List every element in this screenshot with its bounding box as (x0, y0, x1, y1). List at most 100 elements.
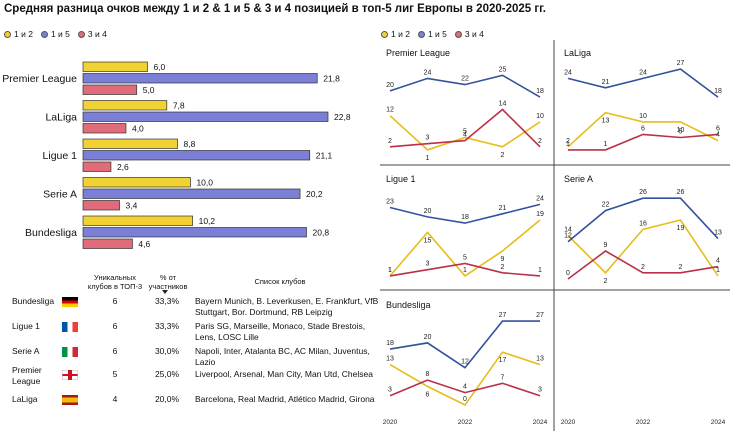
point-label: 2 (679, 264, 683, 271)
bar-category-label: Premier League (2, 73, 77, 85)
point-label: 19 (536, 211, 544, 218)
point-label: 18 (536, 88, 544, 95)
point-label: 25 (499, 66, 507, 73)
point-label: 14 (499, 101, 507, 108)
point-label: 18 (461, 214, 469, 221)
series-line-1-5 (389, 320, 540, 369)
point-label: 13 (714, 230, 722, 237)
point-label: 27 (677, 60, 685, 67)
flag-en-icon (62, 370, 78, 380)
series-line-1-2 (567, 111, 719, 148)
point-label: 22 (602, 202, 610, 209)
bar-1-2 (82, 100, 168, 111)
point-label: 26 (639, 189, 647, 196)
point-label: 16 (639, 220, 647, 227)
bar-category-label: LaLiga (45, 111, 77, 123)
point-label: 2 (501, 264, 505, 271)
series-line-1-5 (567, 68, 719, 98)
page-title: Средняя разница очков между 1 и 2 & 1 и … (4, 3, 546, 15)
line-chart-legend: 1 и 2 1 и 5 3 и 4 (381, 29, 484, 39)
point-label: 3 (426, 135, 430, 142)
bar-3-4 (82, 161, 112, 172)
unique-clubs-count: 5 (112, 369, 118, 379)
bar-category-label: Ligue 1 (43, 150, 78, 162)
point-label: 2 (388, 138, 392, 145)
percent-of-participants: 30,0% (154, 346, 180, 356)
point-label: 1 (463, 267, 467, 274)
league-name: LaLiga (12, 394, 38, 404)
percent-of-participants: 25,0% (154, 369, 180, 379)
bar-value-label: 21,8 (323, 74, 340, 84)
point-label: 4 (716, 132, 720, 139)
x-tick-label: 2024 (711, 419, 726, 426)
point-label: 0 (463, 396, 467, 403)
legend-item: 1 и 2 (4, 29, 33, 39)
series-line-3-4 (389, 108, 541, 148)
bar-value-label: 10,2 (199, 216, 216, 226)
point-label: 12 (564, 233, 572, 240)
point-label: 7 (501, 374, 505, 381)
bar-value-label: 8,8 (184, 139, 196, 149)
bar-1-5 (82, 150, 311, 161)
bar-category-label: Bundesliga (25, 227, 77, 239)
bar-category-label: Serie A (43, 188, 77, 200)
bar-value-label: 10,0 (196, 178, 213, 188)
legend-item: 1 и 5 (40, 29, 70, 39)
panel-title: Ligue 1 (386, 174, 416, 184)
legend-item: 3 и 4 (77, 29, 107, 39)
point-label: 23 (386, 199, 394, 206)
bar-1-2 (82, 215, 193, 226)
point-label: 27 (536, 312, 544, 319)
bar-1-5 (82, 73, 318, 84)
bar-value-label: 3,4 (126, 201, 138, 211)
table-header-count: Уникальных клубов в ТОП-3 (87, 273, 143, 291)
point-label: 13 (602, 118, 610, 125)
point-label: 20 (424, 334, 432, 341)
point-label: 24 (536, 195, 544, 202)
series-line-1-5 (389, 74, 541, 98)
point-label: 6 (641, 125, 645, 132)
panel-title: Serie A (564, 174, 593, 184)
bar-3-4 (82, 123, 127, 134)
point-label: 1 (716, 267, 720, 274)
point-label: 24 (564, 69, 572, 76)
point-label: 24 (424, 69, 432, 76)
bar-1-5 (82, 188, 301, 199)
point-label: 4 (716, 258, 720, 265)
point-label: 9 (604, 242, 608, 249)
unique-clubs-count: 6 (112, 346, 118, 356)
series-line-1-2 (389, 219, 541, 277)
series-line-3-4 (568, 133, 719, 151)
club-list: Paris SG, Marseille, Monaco, Stade Brest… (195, 321, 366, 342)
bar-3-4 (82, 200, 120, 211)
flag-cross-stroke (68, 370, 72, 380)
club-list: Liverpool, Arsenal, Man City, Man Utd, C… (195, 369, 373, 379)
point-label: 14 (564, 227, 572, 234)
club-list: Barcelona, Real Madrid, Atlético Madrid,… (195, 394, 375, 404)
percent-of-participants: 20,0% (154, 394, 180, 404)
flag-es-icon (62, 395, 78, 405)
point-label: 19 (677, 225, 685, 232)
point-label: 6 (716, 125, 720, 132)
unique-clubs-count: 6 (112, 296, 118, 306)
league-name: Serie A (12, 346, 40, 356)
bar-1-5 (82, 227, 307, 238)
point-label: 1 (388, 267, 392, 274)
point-label: 2 (501, 152, 505, 159)
point-label: 3 (388, 387, 392, 394)
legend-swatch (40, 30, 48, 38)
point-label: 12 (461, 359, 469, 366)
point-label: 2 (641, 264, 645, 271)
flag-fr-icon (62, 322, 78, 332)
percent-of-participants: 33,3% (154, 321, 180, 331)
sort-down-icon (162, 290, 168, 294)
point-label: 4 (463, 384, 467, 391)
bar-value-label: 6,0 (153, 62, 165, 72)
series-line-1-2 (389, 351, 541, 407)
bar-value-label: 20,2 (306, 189, 323, 199)
point-label: 9 (501, 256, 505, 263)
point-label: 15 (424, 237, 432, 244)
league-name: Bundesliga (12, 296, 55, 306)
